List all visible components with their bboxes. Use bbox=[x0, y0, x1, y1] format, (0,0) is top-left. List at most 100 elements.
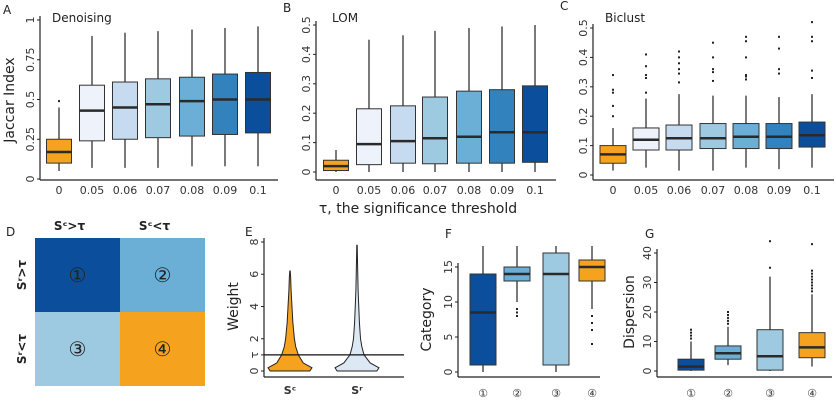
x-tick-label: Sᶜ bbox=[284, 384, 296, 397]
y-tick-label: 0 bbox=[300, 169, 313, 176]
x-tick-label: 0.09 bbox=[767, 184, 792, 197]
box-iqr bbox=[578, 259, 606, 282]
x-tick-label: 0.05 bbox=[80, 184, 105, 197]
outlier-point bbox=[745, 78, 747, 81]
x-tick-label: 0.07 bbox=[701, 184, 726, 197]
x-tick-label: 0.08 bbox=[734, 184, 759, 197]
y-tick-label: 10 bbox=[442, 295, 455, 309]
box-iqr bbox=[542, 252, 570, 366]
row-header: Sʳ<τ bbox=[15, 334, 29, 364]
box-1 bbox=[714, 311, 742, 366]
y-tick-label: 0.25 bbox=[24, 127, 37, 152]
outlier-point bbox=[769, 240, 771, 243]
outlier-point bbox=[811, 284, 813, 287]
panel-label: G bbox=[645, 227, 654, 241]
box-2 bbox=[390, 35, 416, 172]
x-tick-label: ① bbox=[478, 387, 488, 400]
column-header: Sᶜ<τ bbox=[139, 219, 171, 233]
x-tick-label: ③ bbox=[551, 387, 561, 400]
box-iqr bbox=[79, 84, 105, 142]
y-tick-label: 40 bbox=[641, 246, 654, 260]
x-tick-label: 0.05 bbox=[357, 184, 382, 197]
outlier-point bbox=[811, 243, 813, 246]
box-1 bbox=[503, 246, 531, 317]
box-0 bbox=[46, 100, 72, 172]
box-3 bbox=[798, 243, 826, 367]
quadrant-cell bbox=[120, 238, 205, 312]
outlier-point bbox=[778, 72, 780, 75]
box-5 bbox=[765, 35, 793, 170]
outlier-point bbox=[591, 315, 593, 317]
panel-c-chart: C Biclust 0 0.1 0.2 0.3 0.4 0.5 0 0.05 0.06 0.07 0.0… bbox=[560, 0, 834, 197]
box-iqr bbox=[469, 273, 497, 366]
outlier-point bbox=[612, 74, 614, 77]
box-iqr bbox=[756, 329, 784, 371]
outlier-point bbox=[690, 328, 692, 331]
outlier-point bbox=[645, 65, 647, 68]
outlier-point bbox=[811, 281, 813, 284]
box-2 bbox=[665, 50, 693, 171]
quadrant-cell bbox=[35, 312, 120, 386]
box-1 bbox=[79, 35, 105, 168]
panel-a-chart: A Denoising 0 0.25 0.5 0.75 1 Jaccar Index 0 0.05… bbox=[2, 3, 278, 197]
y-axis-label: Weight bbox=[226, 282, 242, 331]
outlier-point bbox=[712, 71, 714, 74]
box-3 bbox=[699, 41, 727, 171]
box-iqr bbox=[798, 332, 826, 359]
x-tick-label: ④ bbox=[807, 387, 817, 400]
outlier-point bbox=[811, 269, 813, 272]
y-tick-label: 0.75 bbox=[24, 48, 37, 73]
box-1 bbox=[356, 39, 382, 172]
shared-x-axis-label: τ, the significance threshold bbox=[319, 201, 517, 217]
box-2 bbox=[756, 240, 784, 371]
box-3 bbox=[578, 246, 606, 345]
outlier-point bbox=[712, 79, 714, 82]
y-tick-label: 15 bbox=[442, 260, 455, 274]
outlier-point bbox=[612, 115, 614, 118]
x-tick-label: 0.05 bbox=[634, 184, 659, 197]
box-iqr bbox=[699, 123, 727, 150]
x-tick-label: Sʳ bbox=[351, 384, 363, 397]
outlier-point bbox=[678, 68, 680, 71]
box-iqr bbox=[456, 90, 482, 164]
outlier-point bbox=[727, 322, 729, 325]
y-tick-label: 0.4 bbox=[577, 49, 590, 67]
y-tick-label: 0.3 bbox=[577, 78, 590, 96]
box-6 bbox=[245, 26, 271, 167]
y-tick-label: 6 bbox=[248, 271, 261, 278]
quadrant-cell bbox=[120, 312, 205, 386]
outlier-point bbox=[778, 68, 780, 71]
outlier-point bbox=[712, 56, 714, 59]
y-tick-label: 0.5 bbox=[577, 19, 590, 37]
box-4 bbox=[179, 29, 205, 167]
box-6 bbox=[798, 21, 826, 168]
y-tick-label: 0.5 bbox=[300, 16, 313, 34]
outlier-point bbox=[712, 68, 714, 71]
box-iqr bbox=[356, 108, 382, 166]
y-tick-label: τ bbox=[248, 351, 261, 358]
outlier-point bbox=[727, 313, 729, 316]
panel-label: B bbox=[283, 1, 291, 15]
outlier-point bbox=[678, 50, 680, 53]
panel-e-chart: E 0 τ 2 4 6 8 Weight Sᶜ Sʳ bbox=[226, 225, 404, 397]
box-0 bbox=[677, 328, 705, 371]
y-axis-label: Category bbox=[419, 288, 435, 352]
outlier-point bbox=[678, 81, 680, 84]
panel-label: A bbox=[3, 3, 12, 17]
box-2 bbox=[542, 246, 570, 372]
y-tick-label: 0.1 bbox=[300, 134, 313, 152]
y-tick-label: 30 bbox=[641, 276, 654, 290]
y-tick-label: 0 bbox=[248, 368, 261, 375]
outlier-point bbox=[591, 343, 593, 345]
y-tick-label: 2 bbox=[248, 335, 261, 342]
outlier-point bbox=[690, 331, 692, 334]
panel-g-chart: G 0 10 20 30 40 Dispersion ① ② ③ ④ bbox=[622, 227, 832, 400]
y-tick-label: 10 bbox=[641, 335, 654, 349]
box-2 bbox=[112, 32, 138, 168]
box-0 bbox=[469, 246, 497, 372]
outlier-point bbox=[811, 275, 813, 278]
x-tick-label: ② bbox=[723, 387, 733, 400]
box-3 bbox=[422, 30, 448, 172]
outlier-point bbox=[811, 278, 813, 281]
